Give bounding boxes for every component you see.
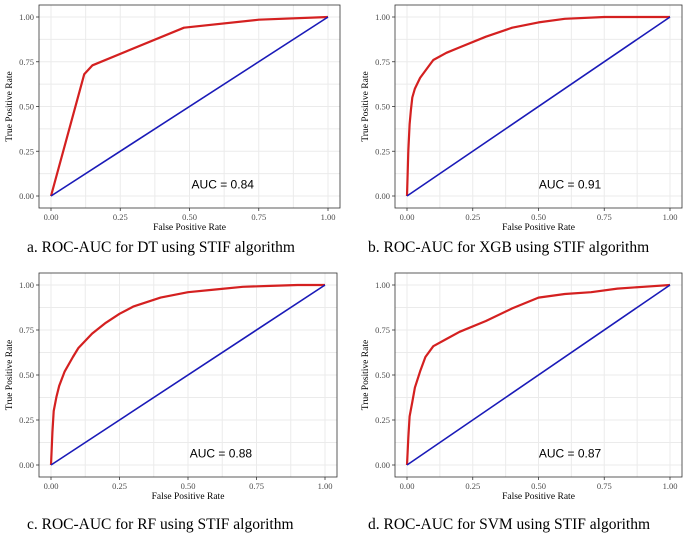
- x-tick-label: 0.75: [597, 212, 612, 222]
- diagonal-reference-line: [50, 16, 329, 197]
- y-tick-label: 0.25: [19, 146, 34, 156]
- x-tick-label: 1.00: [321, 212, 336, 222]
- x-tick-label: 0.50: [181, 481, 196, 491]
- y-tick-label: 0.00: [375, 460, 390, 470]
- y-tick-label: 1.00: [375, 12, 390, 22]
- y-tick-label: 0.25: [375, 146, 390, 156]
- x-tick-label: 0.50: [531, 481, 546, 491]
- auc-annotation: AUC = 0.87: [539, 446, 602, 460]
- y-axis-label: True Positive Rate: [361, 71, 371, 141]
- caption-a: a. ROC-AUC for DT using STIF algorithm: [27, 239, 295, 256]
- x-tick-label: 0.00: [44, 481, 59, 491]
- roc-panel-a: 0.00 0.00 0.25 0.25 0.50 0.50 0.75 0.75 1.00 1.00…: [5, 4, 341, 233]
- diagonal-reference-line: [50, 284, 326, 466]
- x-tick-label: 1.00: [318, 481, 333, 491]
- y-tick-label: 0.50: [19, 370, 34, 380]
- y-tick-label: 1.00: [19, 12, 34, 22]
- caption-b: b. ROC-AUC for XGB using STIF algorithm: [368, 239, 650, 256]
- x-tick-label: 0.25: [465, 212, 480, 222]
- auc-annotation: AUC = 0.88: [190, 446, 253, 460]
- roc-panel-d: 0.00 0.00 0.25 0.25 0.50 0.50 0.75 0.75 1.00 1.00…: [361, 272, 683, 502]
- x-tick-label: 1.00: [663, 481, 678, 491]
- roc-curve-line: [405, 283, 671, 466]
- y-tick-label: 0.75: [19, 57, 34, 67]
- x-axis-label: False Positive Rate: [153, 223, 226, 233]
- roc-curve-line: [405, 15, 670, 197]
- x-tick-label: 0.75: [251, 212, 266, 222]
- roc-curve-line: [49, 283, 325, 466]
- roc-curve-line: [49, 15, 329, 197]
- y-tick-label: 0.50: [375, 102, 390, 112]
- x-tick-label: 0.75: [249, 481, 264, 491]
- y-tick-label: 0.75: [375, 325, 390, 335]
- y-tick-label: 0.25: [375, 415, 390, 425]
- x-axis-label: False Positive Rate: [502, 492, 575, 502]
- x-tick-label: 0.00: [400, 212, 415, 222]
- caption-c: c. ROC-AUC for RF using STIF algorithm: [27, 516, 294, 533]
- x-tick-label: 0.75: [597, 481, 612, 491]
- y-tick-label: 0.75: [19, 325, 34, 335]
- x-tick-label: 0.50: [182, 212, 197, 222]
- roc-panel-b: 0.00 0.00 0.25 0.25 0.50 0.50 0.75 0.75 1.00 1.00…: [361, 4, 683, 233]
- y-tick-label: 0.25: [19, 415, 34, 425]
- y-tick-label: 0.75: [375, 57, 390, 67]
- y-tick-label: 0.00: [19, 460, 34, 470]
- diagonal-reference-line: [406, 284, 671, 466]
- caption-d: d. ROC-AUC for SVM using STIF algorithm: [368, 516, 651, 533]
- y-tick-label: 0.00: [19, 191, 34, 201]
- y-tick-label: 1.00: [375, 280, 390, 290]
- roc-panel-c: 0.00 0.00 0.25 0.25 0.50 0.50 0.75 0.75 1.00 1.00…: [5, 272, 338, 502]
- y-tick-label: 0.50: [375, 370, 390, 380]
- x-axis-label: False Positive Rate: [502, 223, 575, 233]
- auc-annotation: AUC = 0.84: [192, 177, 255, 191]
- x-axis-label: False Positive Rate: [152, 492, 225, 502]
- x-tick-label: 0.00: [400, 481, 415, 491]
- x-tick-label: 0.25: [113, 212, 128, 222]
- diagonal-reference-line: [406, 16, 671, 197]
- x-tick-label: 1.00: [663, 212, 678, 222]
- x-tick-label: 0.25: [465, 481, 480, 491]
- x-tick-label: 0.00: [44, 212, 59, 222]
- y-axis-label: True Positive Rate: [5, 340, 15, 410]
- y-tick-label: 1.00: [19, 280, 34, 290]
- auc-annotation: AUC = 0.91: [539, 177, 602, 191]
- x-tick-label: 0.50: [531, 212, 546, 222]
- y-tick-label: 0.50: [19, 102, 34, 112]
- x-tick-label: 0.25: [112, 481, 127, 491]
- y-axis-label: True Positive Rate: [5, 71, 15, 141]
- y-axis-label: True Positive Rate: [361, 340, 371, 410]
- y-tick-label: 0.00: [375, 191, 390, 201]
